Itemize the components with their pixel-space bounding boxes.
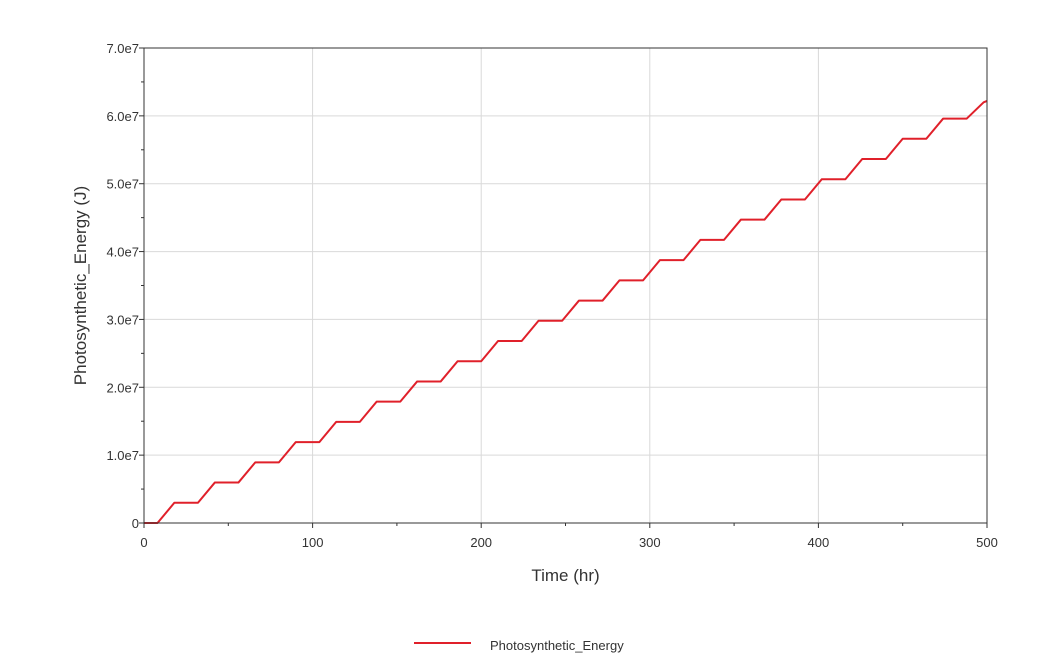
x-tick-label: 100 — [302, 535, 324, 550]
x-tick-label: 500 — [976, 535, 998, 550]
plot-frame — [143, 47, 988, 524]
y-axis-ticks: 0 1.0e7 2.0e7 3.0e7 4.0e7 5.0e7 6.0e7 7.0e7 — [106, 41, 144, 531]
minor-ticks — [141, 81, 904, 526]
y-tick-label: 1.0e7 — [106, 448, 139, 463]
series-line-photosynthetic-energy — [144, 100, 988, 524]
series-layer — [144, 100, 988, 524]
y-tick-label: 7.0e7 — [106, 41, 139, 56]
y-tick-label: 4.0e7 — [106, 245, 139, 260]
x-tick-label: 400 — [808, 535, 830, 550]
grid-lines — [144, 48, 987, 523]
y-axis-title: Photosynthetic_Energy (J) — [71, 186, 90, 385]
x-axis-title: Time (hr) — [531, 566, 599, 585]
x-axis-ticks: 0 100 200 300 400 500 — [140, 523, 998, 550]
y-tick-label: 2.0e7 — [106, 380, 139, 395]
y-tick-label: 0 — [132, 516, 139, 531]
x-tick-label: 300 — [639, 535, 661, 550]
x-tick-label: 200 — [470, 535, 492, 550]
legend[interactable]: Photosynthetic_Energy — [414, 638, 624, 653]
x-tick-label: 0 — [140, 535, 147, 550]
y-tick-label: 5.0e7 — [106, 177, 139, 192]
y-tick-label: 6.0e7 — [106, 109, 139, 124]
legend-label-photosynthetic-energy: Photosynthetic_Energy — [490, 638, 624, 653]
y-tick-label: 3.0e7 — [106, 312, 139, 327]
